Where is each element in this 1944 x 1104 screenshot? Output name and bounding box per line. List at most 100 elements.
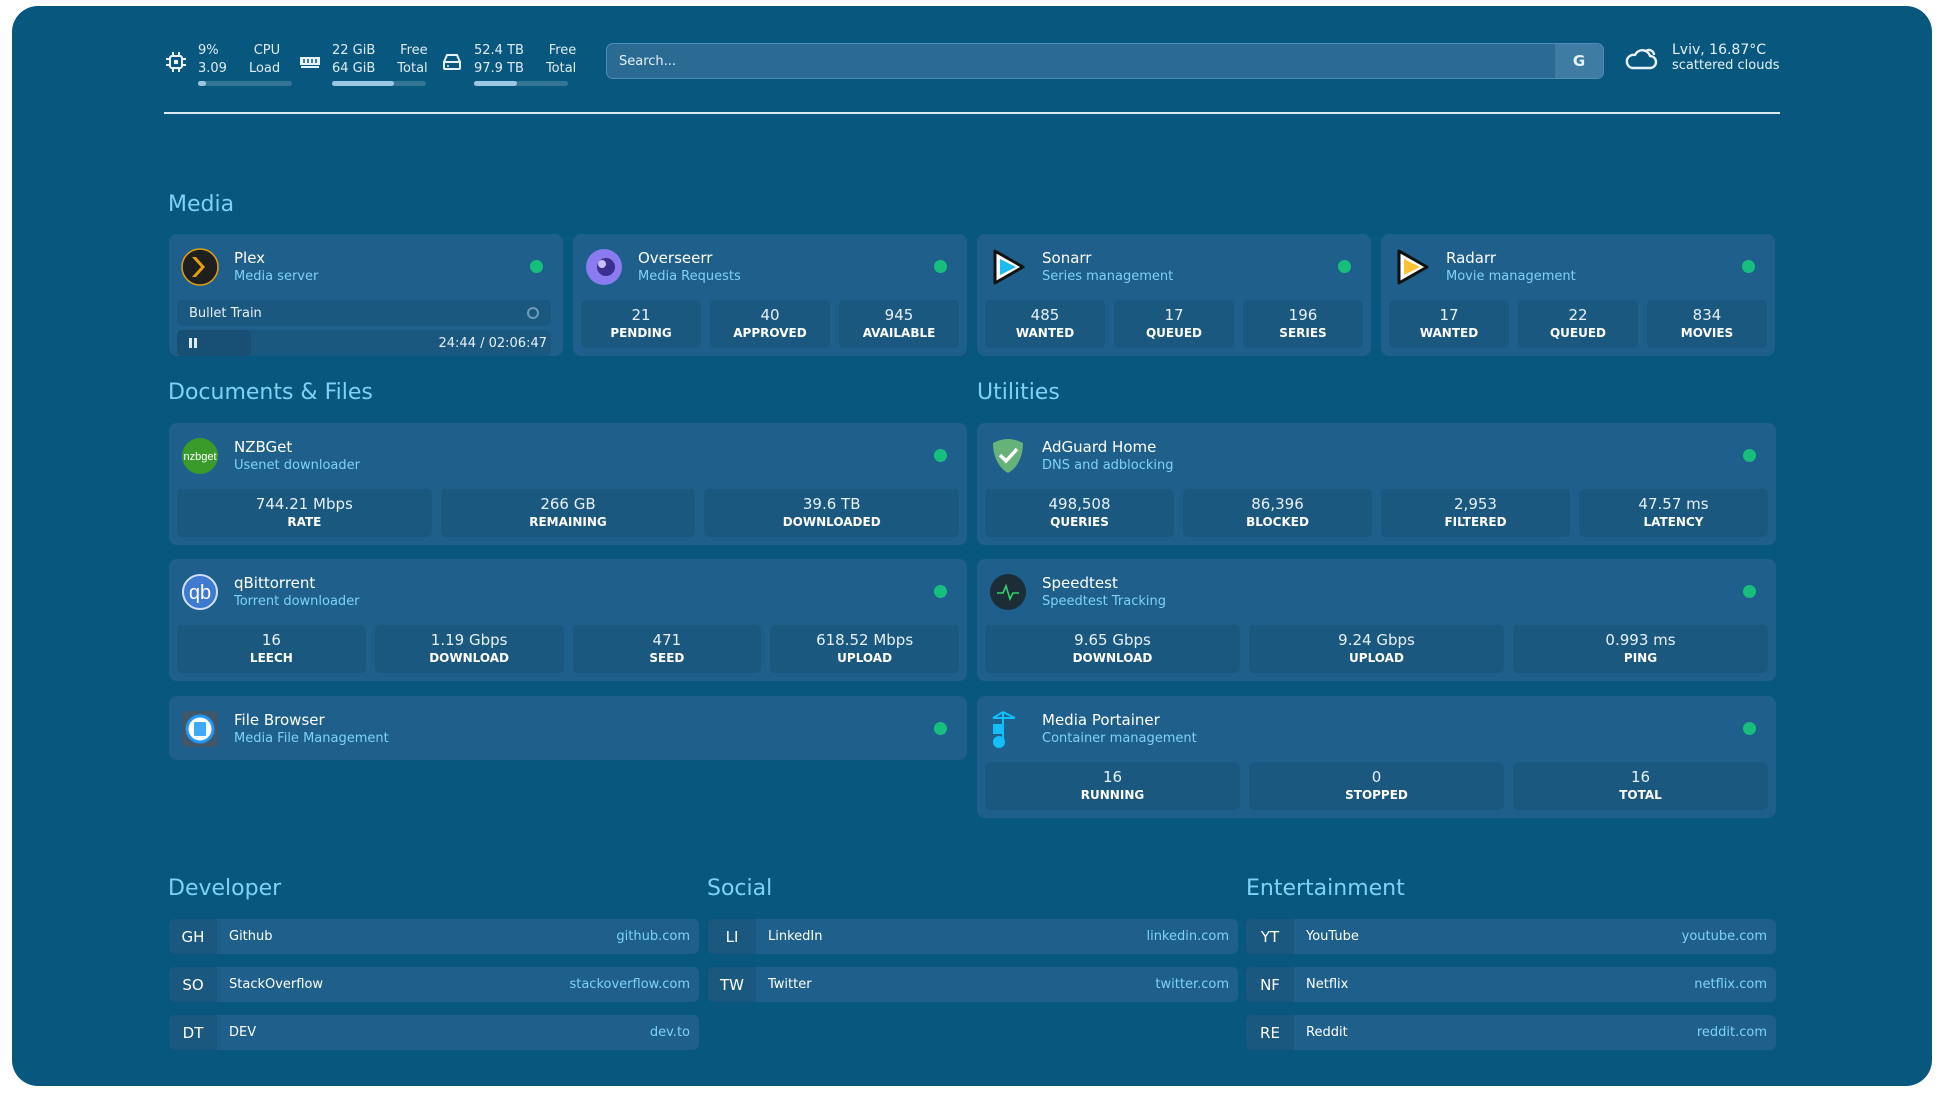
stat-block: 16 TOTAL [1513, 762, 1768, 810]
group-title-entertainment: Entertainment [1246, 876, 1405, 901]
bookmark-url: stackoverflow.com [569, 977, 690, 992]
stat-label: UPLOAD [837, 651, 893, 665]
stat-value: 86,396 [1251, 495, 1304, 513]
bookmark-name: YouTube [1306, 929, 1359, 944]
service-description: DNS and adblocking [1042, 458, 1174, 473]
service-card-nzbget[interactable]: nzbget NZBGet Usenet downloader 744.21 M… [169, 423, 967, 545]
stat-label: LATENCY [1643, 515, 1704, 529]
service-card-file-browser[interactable]: File Browser Media File Management [169, 696, 967, 760]
service-stats: 16 LEECH 1.19 Gbps DOWNLOAD 471 SEED 618.52 Mb… [177, 625, 959, 673]
service-description: Media server [234, 269, 319, 284]
stat-block: 0.993 ms PING [1513, 625, 1768, 673]
status-indicator [530, 260, 543, 273]
bookmark-dev[interactable]: DT DEV dev.to [169, 1015, 699, 1050]
resource-usage-bar [474, 81, 568, 86]
resource-value: 97.9 TB [474, 61, 524, 76]
now-playing[interactable]: Bullet Train [177, 300, 551, 326]
stat-label: PING [1623, 651, 1658, 665]
resource-value: 64 GiB [332, 61, 376, 76]
radarr-icon [1397, 249, 1429, 285]
service-stats: 16 RUNNING 0 STOPPED 16 TOTAL [985, 762, 1768, 810]
search-provider-button[interactable]: G [1555, 44, 1603, 78]
stat-block: 9.24 Gbps UPLOAD [1249, 625, 1504, 673]
service-card-qbittorrent[interactable]: qb qBittorrent Torrent downloader 16 LEEC… [169, 559, 967, 681]
stat-label: QUEUED [1145, 326, 1203, 340]
service-card-sonarr[interactable]: Sonarr Series management 485 WANTED 17 QUEU… [977, 234, 1371, 356]
stat-label: QUERIES [1050, 515, 1109, 529]
weather-description: scattered clouds [1672, 58, 1780, 73]
stat-value: 21 [631, 306, 651, 324]
bookmark-url: netflix.com [1694, 977, 1767, 992]
service-stats: 498,508 QUERIES 86,396 BLOCKED 2,953 FILTERED… [985, 489, 1768, 537]
status-indicator [934, 449, 947, 462]
bookmark-url: youtube.com [1681, 929, 1767, 944]
weather-widget[interactable]: Lviv, 16.87°C scattered clouds [1624, 42, 1780, 73]
portainer-icon [992, 711, 1016, 748]
stat-label: QUEUED [1549, 326, 1607, 340]
service-card-media-portainer[interactable]: Media Portainer Container management 16 R… [977, 696, 1776, 818]
bookmark-name: Twitter [768, 977, 812, 992]
qbittorrent-icon: qb [182, 574, 218, 610]
resource-2: 52.4 TB 97.9 TB Free Total [440, 42, 576, 86]
bookmark-stackoverflow[interactable]: SO StackOverflow stackoverflow.com [169, 967, 699, 1002]
service-description: Series management [1042, 269, 1174, 284]
resource-usage-bar [198, 81, 292, 86]
service-name: Radarr [1446, 249, 1497, 267]
service-card-plex[interactable]: Plex Media server Bullet Train 24:44 / 0… [169, 234, 563, 356]
pause-icon[interactable] [189, 338, 197, 348]
service-stats: 17 WANTED 22 QUEUED 834 MOVIES [1389, 300, 1767, 348]
status-indicator [1338, 260, 1351, 273]
stat-block: 17 WANTED [1389, 300, 1509, 348]
stat-block: 618.52 Mbps UPLOAD [770, 625, 959, 673]
stat-value: 0.993 ms [1605, 631, 1676, 649]
stat-block: 16 RUNNING [985, 762, 1240, 810]
bookmark-abbr: SO [169, 967, 217, 1002]
bookmark-linkedin[interactable]: LI LinkedIn linkedin.com [708, 919, 1238, 954]
status-indicator [1743, 449, 1756, 462]
search-bar: G [606, 43, 1604, 79]
overseerr-icon [586, 249, 622, 285]
memory-icon [300, 57, 320, 68]
status-indicator [934, 722, 947, 735]
service-name: NZBGet [234, 438, 293, 456]
stat-value: 17 [1164, 306, 1184, 324]
service-card-radarr[interactable]: Radarr Movie management 17 WANTED 22 QUEUED… [1381, 234, 1775, 356]
stat-block: 471 SEED [572, 625, 762, 673]
dashboard: 9% 3.09 CPU Load 22 GiB 64 GiB Free Total 52… [12, 6, 1932, 1086]
playback-time: 24:44 / 02:06:47 [438, 335, 548, 351]
service-name: AdGuard Home [1042, 438, 1157, 456]
stat-label: UPLOAD [1349, 651, 1404, 665]
service-name: Overseerr [638, 249, 713, 267]
bookmark-youtube[interactable]: YT YouTube youtube.com [1246, 919, 1776, 954]
service-description: Media Requests [638, 269, 741, 284]
group-title-docs: Documents & Files [168, 380, 373, 405]
search-input[interactable] [607, 53, 1555, 69]
service-card-speedtest[interactable]: Speedtest Speedtest Tracking 9.65 Gbps DO… [977, 559, 1776, 681]
resource-value: 9% [198, 43, 219, 58]
service-description: Torrent downloader [234, 594, 360, 609]
stat-block: 485 WANTED [985, 300, 1105, 348]
stat-block: 47.57 ms LATENCY [1579, 489, 1768, 537]
service-description: Usenet downloader [234, 458, 360, 473]
bookmark-url: twitter.com [1155, 977, 1229, 992]
stat-block: 834 MOVIES [1647, 300, 1767, 348]
stat-label: SEED [649, 651, 685, 665]
bookmark-github[interactable]: GH Github github.com [169, 919, 699, 954]
resource-label: Free [548, 43, 577, 58]
bookmark-netflix[interactable]: NF Netflix netflix.com [1246, 967, 1776, 1002]
bookmark-reddit[interactable]: RE Reddit reddit.com [1246, 1015, 1776, 1050]
stat-value: 47.57 ms [1638, 495, 1709, 513]
stat-value: 744.21 Mbps [255, 495, 353, 513]
bookmark-url: github.com [616, 929, 690, 944]
stat-label: AVAILABLE [862, 326, 936, 340]
service-card-overseerr[interactable]: Overseerr Media Requests 21 PENDING 40 APPR… [573, 234, 967, 356]
bookmark-twitter[interactable]: TW Twitter twitter.com [708, 967, 1238, 1002]
stat-label: BLOCKED [1246, 515, 1309, 529]
service-card-adguard-home[interactable]: AdGuard Home DNS and adblocking 498,508 Q… [977, 423, 1776, 545]
stat-value: 17 [1439, 306, 1459, 324]
resource-label: Free [400, 43, 428, 58]
stat-block: 17 QUEUED [1114, 300, 1234, 348]
file-browser-icon [182, 711, 218, 747]
status-indicator [1743, 722, 1756, 735]
service-stats: 744.21 Mbps RATE 266 GB REMAINING 39.6 TB DOW… [177, 489, 960, 537]
